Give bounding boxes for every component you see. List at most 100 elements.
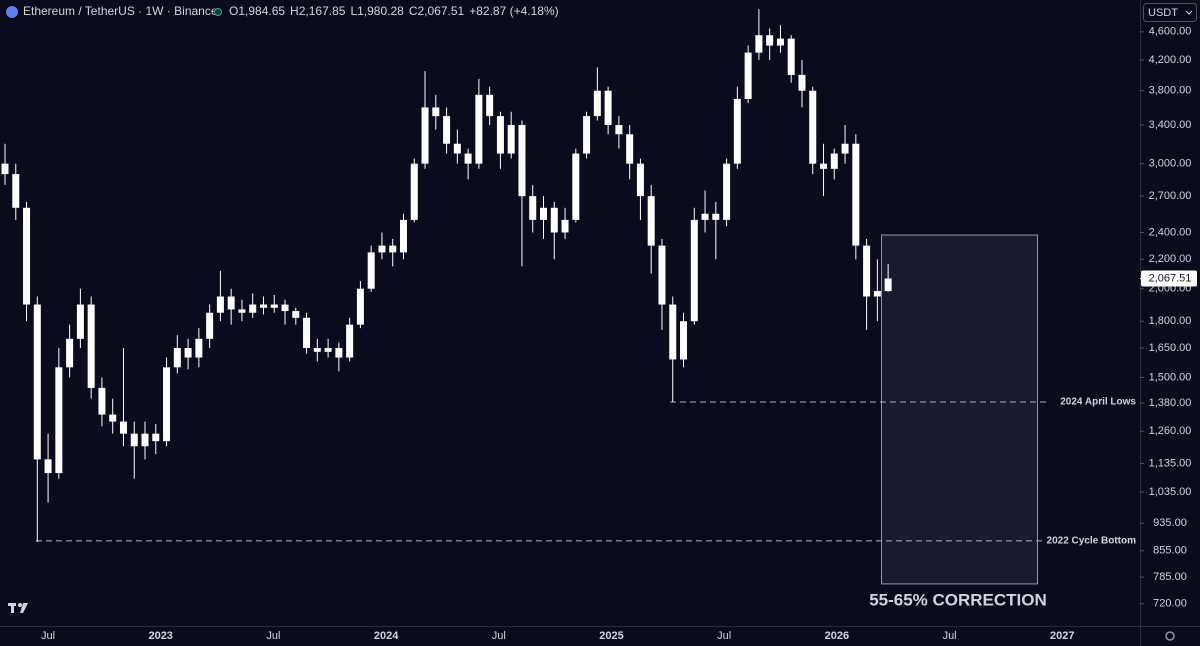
candle-body	[44, 459, 52, 474]
symbol-icon	[6, 6, 18, 18]
y-tick-label: 785.00	[1153, 571, 1187, 583]
candle-body	[206, 312, 214, 339]
candle-body	[809, 90, 817, 164]
logo-part	[20, 603, 28, 613]
candle-body	[163, 367, 171, 442]
candle-body	[787, 38, 795, 75]
candle-body	[712, 213, 720, 220]
y-tick-label: 2,400.00	[1149, 226, 1192, 238]
candle-body	[572, 153, 580, 220]
candle-body	[701, 213, 709, 220]
market-status	[214, 8, 222, 16]
currency-caret[interactable]	[1185, 10, 1193, 15]
candle-body	[755, 35, 763, 53]
candle-body	[604, 90, 612, 126]
ohlc-value: O1,984.65	[229, 4, 285, 18]
y-tick-label: 4,200.00	[1149, 54, 1192, 66]
x-tick-label: Jul	[492, 630, 506, 642]
candle-body	[884, 278, 892, 292]
candle-body	[119, 421, 127, 434]
candle-body	[680, 321, 688, 360]
candle-body	[475, 94, 483, 164]
candle-body	[733, 98, 741, 164]
logo-part	[11, 603, 14, 613]
candle-body	[152, 433, 160, 442]
ohlc-value: +82.87 (+4.18%)	[469, 4, 558, 18]
x-tick-label: 2025	[599, 630, 623, 642]
last-price-box	[1141, 270, 1197, 287]
candle-body	[292, 311, 300, 318]
candle-body	[723, 163, 731, 220]
candle-body	[873, 291, 881, 297]
y-tick-label: 1,650.00	[1149, 342, 1192, 354]
candle-body	[529, 196, 537, 220]
level-label: 2022 Cycle Bottom	[1047, 536, 1137, 547]
candle-body	[496, 116, 504, 154]
settings-icon[interactable]	[1165, 631, 1175, 641]
y-tick-label: 720.00	[1153, 598, 1187, 610]
y-tick-label: 855.00	[1153, 545, 1187, 557]
candle-body	[863, 245, 871, 297]
symbol-title: Ethereum / TetherUS · 1W · Binance	[23, 4, 218, 18]
x-tick-label: Jul	[41, 630, 55, 642]
y-tick-label: 1,800.00	[1149, 315, 1192, 327]
tv-logo	[8, 603, 28, 613]
candle-body	[76, 304, 84, 339]
y-tick-label: 3,000.00	[1149, 158, 1192, 170]
candle-body	[690, 219, 698, 322]
candle-body	[615, 125, 623, 135]
correction-box	[881, 234, 1038, 585]
y-tick-label: 1,260.00	[1149, 425, 1192, 437]
candle-body	[669, 304, 677, 360]
candle-body	[507, 125, 515, 154]
candle-body	[227, 296, 235, 310]
last-price-label: 2,067.51	[1149, 272, 1192, 284]
candle-body	[23, 207, 31, 305]
candle-body	[464, 153, 472, 164]
y-tick-label: 3,800.00	[1149, 85, 1192, 97]
y-tick-label: 2,200.00	[1149, 253, 1192, 265]
x-tick-label: 2024	[374, 630, 399, 642]
candle-body	[593, 90, 601, 117]
candle-body	[249, 304, 257, 313]
currency-button[interactable]	[1143, 3, 1197, 22]
candle-body	[583, 116, 591, 154]
logo-part	[18, 603, 22, 607]
x-tick-label: Jul	[266, 630, 280, 642]
ohlc-value: L1,980.28	[350, 4, 404, 18]
candle-body	[820, 163, 828, 169]
candle-body	[281, 304, 289, 312]
candle-body	[399, 219, 407, 253]
candle-body	[98, 387, 106, 415]
candle-body	[346, 324, 354, 358]
candle-body	[443, 116, 451, 144]
candle-body	[173, 348, 181, 368]
x-tick-label: 2026	[825, 630, 849, 642]
y-tick-label: 4,600.00	[1149, 26, 1192, 38]
currency-label[interactable]: USDT	[1148, 7, 1178, 19]
y-tick-label: 1,500.00	[1149, 371, 1192, 383]
y-tick-label: 2,700.00	[1149, 190, 1192, 202]
candle-body	[518, 125, 526, 197]
candle-body	[852, 143, 860, 246]
x-tick-label: 2027	[1050, 630, 1074, 642]
candle-body	[410, 163, 418, 220]
candle-body	[453, 143, 461, 154]
ohlc-value: C2,067.51	[409, 4, 465, 18]
candle-body	[647, 196, 655, 246]
candle-body	[766, 35, 774, 46]
candle-body	[130, 433, 138, 447]
x-tick-label: Jul	[717, 630, 731, 642]
candle-body	[324, 348, 332, 352]
candle-body	[830, 153, 838, 169]
candle-body	[540, 207, 547, 220]
candle-body	[1, 163, 9, 175]
candle-body	[195, 338, 203, 358]
candle-body	[421, 107, 429, 164]
candle-body	[658, 245, 666, 305]
x-tick-label: Jul	[943, 630, 957, 642]
y-tick-label: 1,380.00	[1149, 397, 1192, 409]
candle-body	[238, 309, 246, 313]
candle-body	[33, 304, 41, 460]
